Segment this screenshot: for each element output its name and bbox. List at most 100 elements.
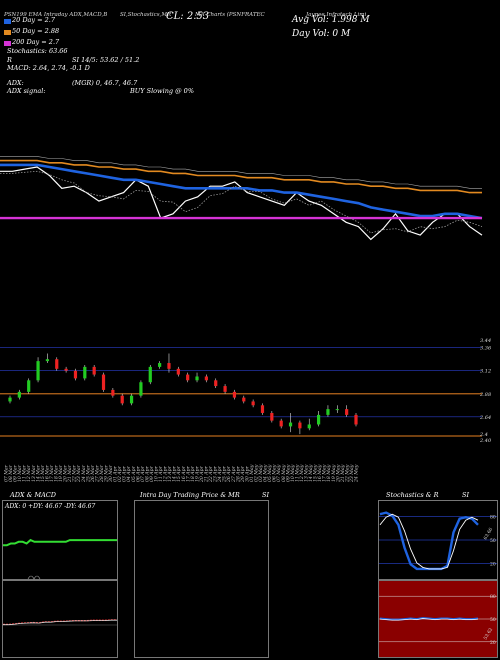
date-tick-label: 12 Apr (163, 465, 169, 482)
date-tick-label: 21 Apr (204, 465, 210, 483)
date-tick-label: 06 May (272, 464, 278, 482)
date-tick-label: 19 Mar (58, 464, 64, 482)
candle-body (36, 361, 40, 381)
candle-body (335, 409, 339, 411)
date-tick-label: 23 May (349, 464, 355, 483)
date-tick-label: 20 Mar (63, 464, 69, 483)
price-tick-layer: 3.44 3.36 3.12 2.88 2.64 2.42.40 (479, 338, 492, 444)
date-tick-label: 29 Apr (240, 465, 246, 483)
dma50-label: 50 Day = 2.88 (12, 27, 60, 35)
candle-layer (8, 353, 358, 435)
candle-body (298, 422, 302, 429)
date-tick-label: 01 May (249, 464, 255, 482)
header-avg-vol: Avg Vol: 1.998 M (292, 15, 370, 25)
stoch-panel-si: SI (462, 491, 470, 499)
stoch-panel-title: Stochastics & R (386, 491, 439, 499)
date-tick-label: 22 Apr (208, 465, 214, 483)
header-line1-charts: MA Charts (PSNFRATEC (195, 12, 265, 18)
candle-body (111, 389, 115, 396)
candle-body (129, 395, 134, 404)
date-tick-label: 02 Apr (117, 465, 123, 482)
candle-body (279, 420, 283, 427)
date-tick-label: 24 Mar (81, 464, 87, 483)
price-tick-label: 2.64 (479, 415, 491, 421)
date-tick-label: 27 Mar (94, 464, 100, 483)
date-tick-label: 11 Mar (22, 464, 28, 482)
date-tick-label: 14 Mar (35, 464, 41, 482)
intraday-panel-title: Intra Day Trading Price & MR (140, 491, 240, 499)
candle-body (55, 359, 59, 369)
date-tick-label: 30 Mar (108, 464, 114, 482)
date-tick-label: 23 Apr (213, 465, 219, 483)
candle-body (195, 376, 199, 381)
date-tick-label: 18 May (326, 464, 332, 482)
header-close-price: CL: 2.53 (166, 11, 210, 22)
date-tick-label: 10 Mar (17, 464, 23, 482)
macd-label: MACD: 2.64, 2.74, -0.1 D (7, 64, 90, 72)
date-tick-label: 03 Apr (122, 465, 128, 482)
date-tick-label: 25 Mar (85, 464, 91, 483)
price-tick-label: 2.4 (479, 432, 488, 438)
date-tick-label: 02 May (254, 464, 260, 482)
candle-body (17, 391, 21, 398)
adx-panel-values: ADX: 0 +DY: 46.67 -DY: 46.67 (5, 503, 96, 510)
candle-body (8, 397, 12, 402)
date-tick-label: 04 May (263, 464, 269, 482)
price-tick-label: 2.88 (479, 392, 491, 398)
price-tick-label: 2.40 (479, 438, 492, 444)
date-tick-label: 13 Mar (31, 464, 37, 482)
date-tick-label: 10 May (290, 464, 296, 482)
rsi-panel (378, 580, 498, 658)
date-tick-label: 24 Apr (217, 465, 223, 483)
candle-body (83, 366, 87, 379)
date-tick-label: 22 May (344, 464, 350, 483)
date-tick-label: 21 May (340, 464, 346, 483)
date-tick-label: 30 Apr (244, 465, 250, 482)
price-signal-line (0, 170, 483, 234)
dma50-swatch (4, 30, 11, 35)
candle-body (326, 409, 330, 415)
candle-body (148, 366, 152, 383)
candle-body (307, 424, 311, 429)
candle-body (45, 359, 50, 362)
date-tick-label: 12 Mar (26, 464, 32, 482)
candle-body (345, 409, 349, 415)
date-tick-label: 07 May (276, 464, 282, 482)
date-tick-label: 07 Mar (4, 464, 10, 482)
header-day-vol: Day Vol: 0 M (292, 29, 351, 39)
date-tick-label: 08 Mar (8, 464, 14, 482)
candle-body (270, 412, 274, 421)
date-tick-label: 11 May (294, 464, 300, 482)
candle-body (101, 374, 106, 390)
date-tick-label: 18 Mar (54, 464, 60, 482)
price-tick-label: 3.12 (480, 369, 491, 375)
header-company: Jaypee Infratech Limi (306, 12, 367, 18)
date-tick-label: 09 May (285, 464, 291, 482)
header-line1-mid: SI,Stochastics,MR (120, 12, 172, 18)
date-tick-label: 08 May (281, 464, 287, 482)
date-tick-label: 20 Apr (199, 465, 205, 483)
candle-body (27, 380, 31, 392)
date-tick-label: 27 Apr (231, 465, 237, 483)
candle-body (158, 363, 162, 367)
date-tick-label: 03 May (258, 464, 264, 482)
rsi-label: SI 14/5: 53.62 / 51.2 (72, 56, 140, 64)
candle-body (73, 370, 78, 379)
candle-body (316, 414, 321, 425)
date-tick-label: 15 Apr (176, 465, 182, 482)
candle-body (139, 382, 143, 396)
date-tick-label: 10 Apr (154, 465, 160, 482)
date-tick-label: 16 May (317, 464, 323, 482)
macd-panel (2, 580, 118, 658)
date-tick-label: 05 Apr (131, 465, 137, 482)
candle-body (242, 397, 246, 402)
date-tick-label: 26 Apr (226, 465, 232, 483)
date-tick-label: 04 Apr (126, 465, 132, 482)
date-tick-label: 14 Apr (172, 465, 178, 482)
candle-body (214, 380, 218, 387)
date-tick-label: 20 May (335, 464, 341, 483)
adx-label: ADX: (7, 79, 24, 87)
date-tick-label: 13 Apr (167, 465, 173, 482)
date-tick-label: 07 Apr (140, 465, 146, 482)
dma200-swatch (4, 41, 11, 46)
